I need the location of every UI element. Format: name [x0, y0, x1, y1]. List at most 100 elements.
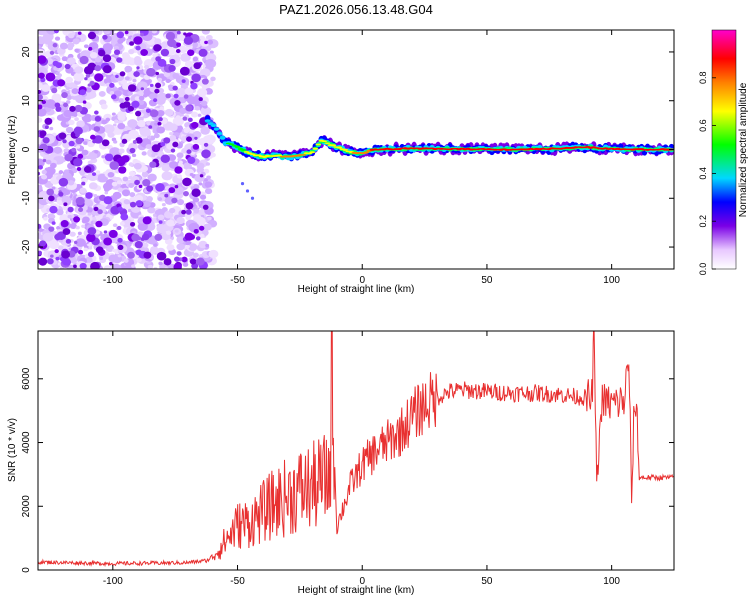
noise-blob: [75, 137, 83, 145]
noise-blob: [167, 38, 177, 48]
noise-speckle: [176, 198, 185, 206]
noise-blob: [79, 55, 89, 65]
noise-speckle: [206, 175, 211, 180]
noise-blob: [84, 77, 88, 81]
noise-speckle: [151, 30, 158, 34]
noise-blob: [195, 257, 205, 266]
noise-blob: [201, 149, 211, 159]
noise-speckle: [192, 56, 199, 62]
noise-blob: [79, 262, 87, 269]
x-tick-label: 0: [359, 275, 365, 286]
noise-speckle: [165, 78, 171, 84]
noise-speckle: [38, 81, 43, 89]
noise-speckle: [197, 88, 208, 97]
top-y-axis-label: Frequency (Hz): [7, 116, 18, 185]
noise-blob: [135, 110, 142, 117]
noise-blob: [195, 236, 201, 241]
noise-speckle: [68, 119, 75, 126]
noise-blob: [198, 97, 203, 102]
noise-speckle: [88, 182, 98, 190]
noise-blob: [133, 36, 143, 45]
noise-speckle: [184, 60, 193, 68]
noise-speckle: [56, 196, 62, 201]
ridge-segment: [216, 132, 223, 135]
ridge-segment: [324, 142, 331, 144]
noise-blob: [116, 225, 122, 231]
noise-blob: [78, 207, 84, 213]
noise-speckle: [111, 181, 118, 187]
noise-speckle: [136, 257, 142, 263]
noise-blob: [124, 30, 129, 35]
noise-blob: [153, 98, 158, 103]
noise-speckle: [208, 249, 219, 259]
noise-speckle: [103, 124, 115, 134]
top-y-axis: -20 -10 0 10 20: [21, 46, 674, 254]
noise-blob: [94, 65, 102, 72]
noise-speckle: [117, 254, 122, 258]
noise-blob: [129, 221, 136, 227]
noise-speckle: [204, 134, 216, 144]
noise-blob: [38, 165, 43, 170]
noise-speckle: [107, 171, 115, 178]
snr-series-line: [38, 331, 674, 568]
noise-blob: [109, 262, 113, 266]
noise-blob: [135, 45, 141, 51]
noise-speckle: [152, 213, 157, 217]
noise-blob: [58, 132, 67, 140]
noise-speckle: [118, 98, 125, 104]
noise-blob: [52, 42, 58, 48]
noise-speckle: [95, 170, 101, 174]
noise-speckle: [65, 126, 74, 134]
noise-speckle: [67, 42, 75, 48]
noise-speckle: [192, 197, 200, 203]
noise-speckle: [145, 144, 152, 150]
noise-speckle: [81, 224, 86, 229]
x-tick-label: 0: [359, 576, 365, 587]
noise-speckle: [128, 162, 134, 167]
noise-blob: [51, 87, 58, 94]
noise-speckle: [191, 111, 199, 118]
noise-speckle: [118, 148, 125, 154]
noise-blob: [183, 32, 187, 36]
ridge-segment: [228, 143, 235, 146]
noise-blob: [198, 225, 205, 231]
noise-speckle: [177, 157, 182, 162]
noise-speckle: [151, 153, 156, 158]
noise-speckle: [88, 152, 98, 160]
noise-speckle: [174, 229, 179, 233]
noise-blob: [73, 126, 83, 136]
noise-speckle: [199, 194, 207, 200]
noise-speckle: [74, 117, 79, 122]
noise-speckle: [119, 143, 125, 148]
noise-blob: [85, 192, 93, 199]
noise-blob: [121, 138, 128, 144]
y-tick-label: 2000: [21, 495, 32, 518]
noise-speckle: [123, 258, 129, 263]
x-tick-label: 50: [481, 275, 493, 286]
noise-blob: [203, 142, 209, 147]
noise-blob: [73, 216, 81, 223]
ridge-segment: [300, 154, 307, 156]
noise-speckle: [57, 86, 62, 90]
noise-speckle: [103, 30, 111, 35]
noise-blob: [163, 258, 172, 266]
noise-blob: [116, 57, 123, 63]
noise-blob: [39, 143, 48, 152]
noise-speckle: [122, 176, 129, 182]
noise-blob: [133, 71, 140, 78]
noise-speckle: [166, 219, 175, 227]
noise-region: [38, 30, 219, 269]
noise-speckle: [169, 132, 174, 136]
noise-speckle: [134, 194, 144, 202]
noise-speckle: [94, 30, 100, 35]
ridge-segment: [363, 151, 370, 154]
x-tick-label: -100: [103, 576, 123, 587]
noise-speckle: [161, 203, 166, 207]
noise-speckle: [51, 93, 62, 102]
noise-speckle: [104, 191, 109, 195]
noise-speckle: [63, 189, 71, 196]
noise-blob: [74, 240, 78, 245]
noise-blob: [110, 205, 121, 215]
noise-speckle: [128, 170, 136, 177]
